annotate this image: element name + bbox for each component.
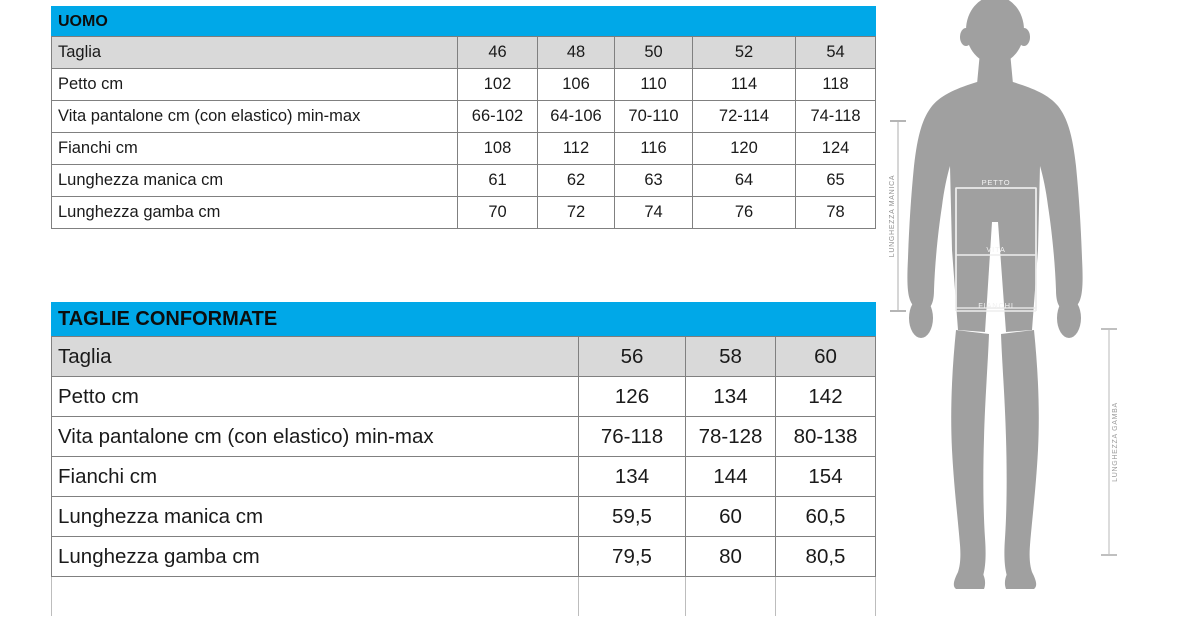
- measure-label: Fianchi cm: [51, 132, 458, 165]
- measure-value: 79,5: [578, 536, 686, 577]
- measure-value: 134: [685, 376, 776, 417]
- torso-measurement-bands: [955, 187, 1037, 312]
- measure-value: 80,5: [775, 536, 876, 577]
- measure-value: [578, 576, 686, 616]
- measure-value: 74-118: [794, 100, 877, 133]
- measure-value: 110: [614, 68, 693, 101]
- table-row: Lunghezza manica cm 61 62 63 64 65: [51, 164, 877, 197]
- measure-value: 72: [537, 196, 615, 229]
- measure-value: 70: [457, 196, 538, 229]
- size-header-label-uomo: Taglia: [51, 36, 458, 69]
- measure-value: 78-128: [685, 416, 776, 457]
- measure-value: 72-114: [692, 100, 796, 133]
- table-row-truncated: [51, 576, 876, 616]
- measure-value: 154: [775, 456, 876, 497]
- measure-value: 112: [537, 132, 615, 165]
- measure-value: 65: [794, 164, 877, 197]
- chest-label: PETTO: [982, 178, 1011, 187]
- size-header-row-conformate: Taglia 56 58 60: [51, 336, 876, 377]
- sleeve-length-label: LUNGHEZZA MANICA: [889, 175, 896, 257]
- measure-value: 118: [794, 68, 877, 101]
- measure-value: 61: [457, 164, 538, 197]
- measure-value: 76: [692, 196, 796, 229]
- measure-value: 108: [457, 132, 538, 165]
- measure-value: 64-106: [537, 100, 615, 133]
- leg-length-label: LUNGHEZZA GAMBA: [1112, 402, 1119, 482]
- measure-value: 64: [692, 164, 796, 197]
- size-header-cell: 46: [457, 36, 538, 69]
- measure-value: 70-110: [614, 100, 693, 133]
- body-measurement-diagram: PETTO VITA FIANCHI LUNGHEZZA MANICA LUNG…: [880, 0, 1200, 637]
- size-header-cell: 54: [794, 36, 877, 69]
- measure-value: 126: [578, 376, 686, 417]
- measure-value: 78: [794, 196, 877, 229]
- measure-value: 62: [537, 164, 615, 197]
- size-table-conformate: TAGLIE CONFORMATE Taglia 56 58 60 Petto …: [51, 302, 876, 616]
- table-title-conformate: TAGLIE CONFORMATE: [51, 302, 876, 337]
- measure-value: 106: [537, 68, 615, 101]
- size-header-row-uomo: Taglia 46 48 50 52 54: [51, 36, 877, 69]
- measure-label: Vita pantalone cm (con elastico) min-max: [51, 100, 458, 133]
- table-title-row-uomo: UOMO: [50, 6, 877, 37]
- measure-label: Lunghezza gamba cm: [51, 196, 458, 229]
- table-title-row-conformate: TAGLIE CONFORMATE: [51, 302, 876, 337]
- table-row: Fianchi cm 108 112 116 120 124: [51, 132, 877, 165]
- male-body-silhouette-shape: [907, 0, 1083, 589]
- measure-label: Petto cm: [51, 376, 579, 417]
- measure-label: Lunghezza gamba cm: [51, 536, 579, 577]
- measure-label: Lunghezza manica cm: [51, 164, 458, 197]
- size-table-uomo: UOMO Taglia 46 48 50 52 54 Petto cm 102 …: [50, 6, 877, 229]
- table-row: Lunghezza gamba cm 70 72 74 76 78: [51, 196, 877, 229]
- size-header-cell: 52: [692, 36, 796, 69]
- size-header-cell: 56: [578, 336, 686, 377]
- sleeve-length-dimension: [890, 120, 906, 312]
- table-title-uomo: UOMO: [50, 6, 877, 37]
- measure-value: 76-118: [578, 416, 686, 457]
- measure-value: 66-102: [457, 100, 538, 133]
- table-row: Vita pantalone cm (con elastico) min-max…: [51, 416, 876, 457]
- measure-value: 59,5: [578, 496, 686, 537]
- table-row: Fianchi cm 134 144 154: [51, 456, 876, 497]
- measure-value: 120: [692, 132, 796, 165]
- measure-value: 60,5: [775, 496, 876, 537]
- measure-value: 114: [692, 68, 796, 101]
- measure-label: Lunghezza manica cm: [51, 496, 579, 537]
- measure-label: [51, 576, 579, 616]
- size-header-label-conformate: Taglia: [51, 336, 579, 377]
- measure-value: 102: [457, 68, 538, 101]
- measure-label: Petto cm: [51, 68, 458, 101]
- leg-length-dimension: [1101, 328, 1117, 556]
- measure-value: 74: [614, 196, 693, 229]
- measure-value: [775, 576, 876, 616]
- measure-value: 116: [614, 132, 693, 165]
- table-row: Lunghezza manica cm 59,5 60 60,5: [51, 496, 876, 537]
- measure-label: Vita pantalone cm (con elastico) min-max: [51, 416, 579, 457]
- size-header-cell: 48: [537, 36, 615, 69]
- hips-label: FIANCHI: [978, 301, 1014, 310]
- table-row: Vita pantalone cm (con elastico) min-max…: [51, 100, 877, 133]
- waist-label: VITA: [986, 245, 1005, 254]
- measure-label: Fianchi cm: [51, 456, 579, 497]
- table-row: Petto cm 126 134 142: [51, 376, 876, 417]
- measure-value: 144: [685, 456, 776, 497]
- measure-value: 134: [578, 456, 686, 497]
- size-header-cell: 58: [685, 336, 776, 377]
- measure-value: 142: [775, 376, 876, 417]
- measure-value: 80: [685, 536, 776, 577]
- size-header-cell: 60: [775, 336, 876, 377]
- measure-value: 63: [614, 164, 693, 197]
- table-row: Petto cm 102 106 110 114 118: [51, 68, 877, 101]
- measure-value: 80-138: [775, 416, 876, 457]
- table-row: Lunghezza gamba cm 79,5 80 80,5: [51, 536, 876, 577]
- measure-value: 124: [794, 132, 877, 165]
- size-header-cell: 50: [614, 36, 693, 69]
- measure-value: [685, 576, 776, 616]
- measure-value: 60: [685, 496, 776, 537]
